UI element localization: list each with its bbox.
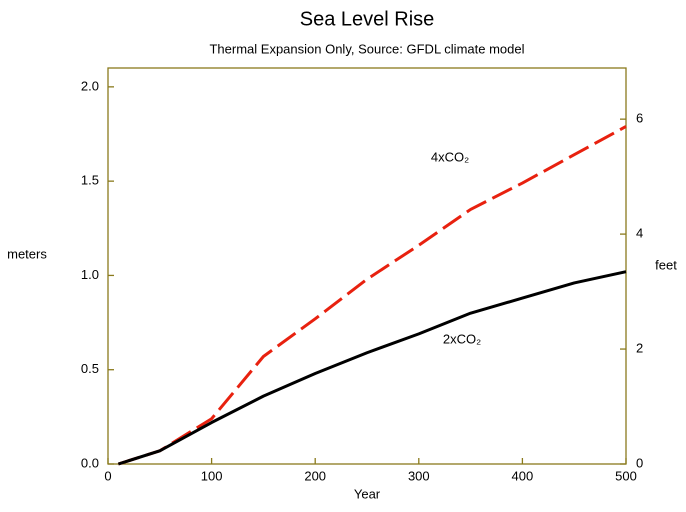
y-axis-label: meters — [7, 246, 47, 261]
y2-tick-label: 6 — [636, 111, 643, 126]
y-tick-label: 2.0 — [81, 78, 99, 93]
x-tick-label: 100 — [201, 468, 223, 483]
chart-title: Sea Level Rise — [300, 8, 435, 30]
y-tick-label: 0.0 — [81, 455, 99, 470]
series-label: 2xCO₂ — [443, 331, 481, 346]
x-tick-label: 400 — [512, 468, 534, 483]
y2-tick-label: 2 — [636, 340, 643, 355]
x-tick-label: 300 — [408, 468, 430, 483]
x-tick-label: 200 — [304, 468, 326, 483]
series-label: 4xCO₂ — [431, 149, 469, 164]
x-tick-label: 0 — [104, 468, 111, 483]
plot-frame — [107, 67, 627, 465]
series-line — [117, 270, 627, 466]
y-tick-label: 0.5 — [81, 361, 99, 376]
chart-subtitle: Thermal Expansion Only, Source: GFDL cli… — [209, 41, 524, 56]
x-axis-label: Year — [354, 486, 381, 501]
y-tick-label: 1.5 — [81, 173, 99, 188]
x-tick-label: 500 — [615, 468, 637, 483]
y2-tick-label: 0 — [636, 455, 643, 470]
y2-axis-label: feet — [655, 257, 677, 272]
y-tick-label: 1.0 — [81, 267, 99, 282]
y2-tick-label: 4 — [636, 226, 643, 241]
series-line — [117, 125, 627, 466]
